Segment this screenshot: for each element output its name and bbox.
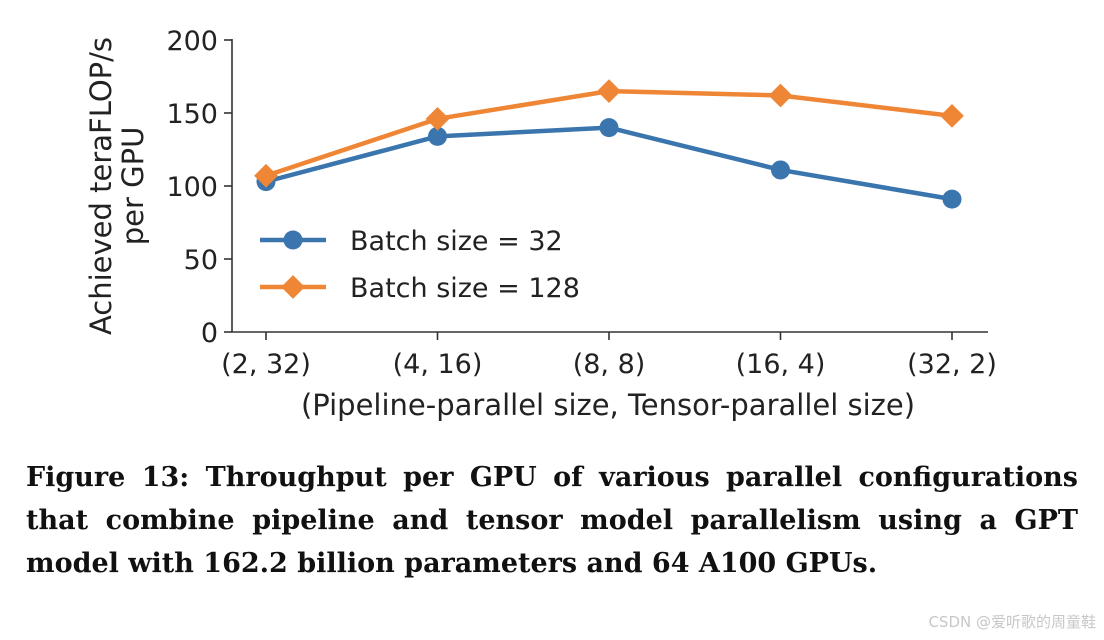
y-tick-label: 150 xyxy=(166,99,218,130)
y-tick-label: 100 xyxy=(166,172,218,203)
y-axis-title-line-1: Achieved teraFLOP/s xyxy=(84,37,118,335)
data-point-marker xyxy=(425,106,450,131)
legend-label: Batch size = 128 xyxy=(350,273,580,304)
data-point-marker xyxy=(768,83,793,108)
series-line xyxy=(265,125,953,202)
data-point-marker xyxy=(597,79,621,103)
series-1 xyxy=(256,118,962,209)
watermark: CSDN @爱听歌的周童鞋 xyxy=(928,613,1096,631)
data-point-marker xyxy=(942,189,962,209)
legend-item: Batch size = 128 xyxy=(260,273,580,304)
data-point-marker xyxy=(428,126,447,146)
x-axis-title: (Pipeline-parallel size, Tensor-parallel… xyxy=(301,388,915,422)
x-tick-label: (16, 4) xyxy=(736,349,826,380)
y-tick-label: 200 xyxy=(166,26,218,57)
legend-label: Batch size = 32 xyxy=(350,226,563,257)
figure-caption: Figure 13: Throughput per GPU of various… xyxy=(26,462,1078,579)
y-tick-label: 0 xyxy=(201,318,218,349)
x-tick-label: (32, 2) xyxy=(907,349,997,380)
legend-item: Batch size = 32 xyxy=(260,226,563,257)
legend-marker xyxy=(283,230,303,250)
data-point-marker xyxy=(771,160,790,180)
legend: Batch size = 32 Batch size = 128 xyxy=(260,226,580,304)
x-tick-label: (8, 8) xyxy=(573,349,646,380)
data-point-marker xyxy=(254,163,278,188)
y-axis: 0 50 100 150 200 xyxy=(166,26,233,349)
data-point-marker xyxy=(940,104,964,128)
throughput-line-chart: 0 50 100 150 200 (2, 32) (4, 16) (8, 8) (16, 4)… xyxy=(84,26,997,422)
series-2 xyxy=(254,79,964,188)
x-tick-label: (4, 16) xyxy=(393,349,483,380)
legend-marker xyxy=(281,275,305,299)
x-axis: (2, 32) (4, 16) (8, 8) (16, 4) (32, 2) xyxy=(221,331,997,380)
y-tick-label: 50 xyxy=(184,245,218,276)
x-tick-label: (2, 32) xyxy=(221,349,311,380)
series-layer xyxy=(254,79,964,209)
y-axis-title-line-2: per GPU xyxy=(116,127,150,246)
data-point-marker xyxy=(599,118,619,138)
